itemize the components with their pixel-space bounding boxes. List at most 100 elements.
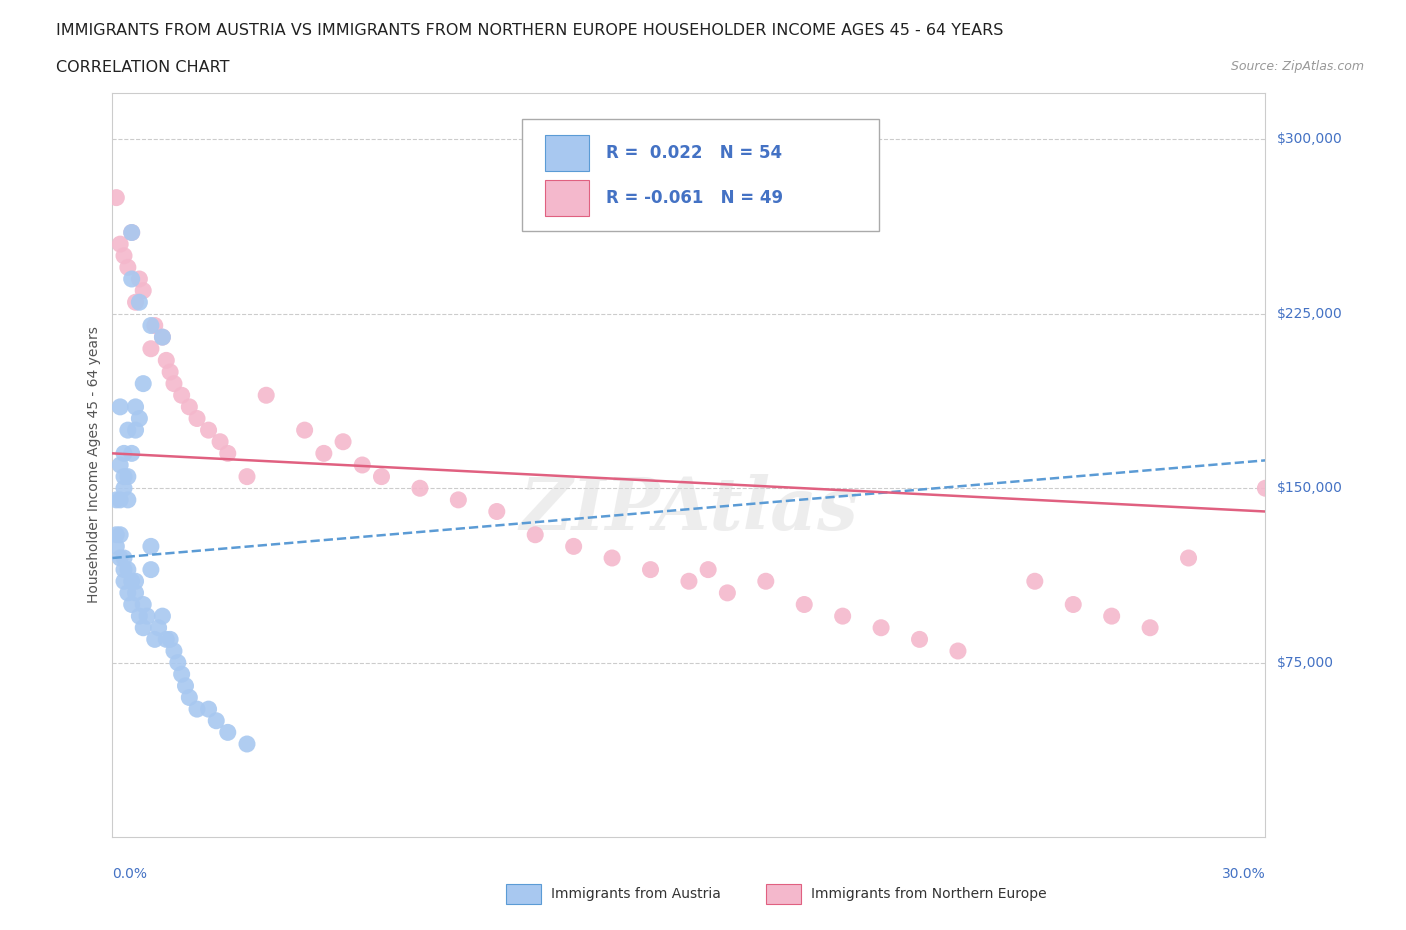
Point (163, 376, 186, 391)
Point (294, 422, 316, 438)
Point (136, 609, 159, 624)
Text: $225,000: $225,000 (1277, 307, 1343, 321)
Point (1101, 609, 1123, 624)
Text: Immigrants from Northern Europe: Immigrants from Northern Europe (811, 886, 1047, 901)
Point (105, 539, 128, 554)
Point (197, 422, 219, 438)
Point (105, 527, 128, 542)
Point (352, 458, 374, 472)
Point (793, 597, 815, 612)
Point (524, 527, 547, 542)
Bar (766, 884, 801, 904)
Point (1139, 620, 1161, 635)
Point (205, 713, 228, 728)
Point (179, 400, 201, 415)
Point (112, 469, 135, 484)
Point (678, 574, 700, 589)
Point (121, 225, 143, 240)
Point (697, 562, 720, 577)
Point (600, 551, 623, 565)
Text: ZIPAtlas: ZIPAtlas (520, 474, 858, 545)
Text: R = -0.061   N = 49: R = -0.061 N = 49 (606, 189, 783, 206)
Point (447, 493, 470, 508)
Point (121, 597, 143, 612)
Text: 0.0%: 0.0% (112, 867, 148, 881)
Point (1177, 551, 1199, 565)
Text: $75,000: $75,000 (1277, 656, 1333, 670)
Point (170, 667, 193, 682)
Point (124, 400, 146, 415)
Text: $150,000: $150,000 (1277, 481, 1343, 496)
Point (716, 586, 738, 601)
Point (755, 574, 778, 589)
FancyBboxPatch shape (522, 119, 879, 231)
Point (908, 632, 931, 647)
Point (831, 609, 853, 624)
Point (312, 445, 335, 460)
Point (108, 236, 131, 251)
Point (112, 481, 135, 496)
Point (105, 493, 128, 508)
Point (143, 318, 166, 333)
Point (217, 445, 239, 460)
Point (132, 376, 155, 391)
Point (108, 493, 131, 508)
Point (108, 527, 131, 542)
Point (108, 458, 131, 472)
Point (159, 365, 181, 379)
Point (108, 551, 131, 565)
Point (152, 329, 174, 344)
Point (128, 272, 150, 286)
Point (170, 388, 193, 403)
Point (105, 190, 128, 205)
Point (117, 562, 139, 577)
Point (121, 574, 143, 589)
Point (117, 259, 139, 275)
Text: IMMIGRANTS FROM AUSTRIA VS IMMIGRANTS FROM NORTHERN EUROPE HOUSEHOLDER INCOME AG: IMMIGRANTS FROM AUSTRIA VS IMMIGRANTS FR… (56, 23, 1004, 38)
Point (236, 737, 259, 751)
Point (155, 632, 177, 647)
Point (870, 620, 893, 635)
Point (112, 562, 135, 577)
Point (121, 225, 143, 240)
Point (117, 586, 139, 601)
Bar (506, 884, 541, 904)
Point (186, 411, 208, 426)
Point (128, 609, 150, 624)
Point (139, 341, 162, 356)
Point (159, 632, 181, 647)
Point (124, 586, 146, 601)
Point (143, 632, 166, 647)
Point (128, 295, 150, 310)
Point (166, 655, 188, 670)
Text: Source: ZipAtlas.com: Source: ZipAtlas.com (1230, 60, 1364, 73)
Point (124, 574, 146, 589)
Point (117, 422, 139, 438)
Point (254, 388, 277, 403)
Point (1062, 597, 1084, 612)
Point (332, 434, 354, 449)
Point (121, 272, 143, 286)
Point (186, 701, 208, 716)
Point (117, 469, 139, 484)
Point (640, 562, 662, 577)
Point (370, 469, 392, 484)
Bar (544, 180, 589, 216)
Point (485, 504, 508, 519)
Point (946, 644, 969, 658)
Bar (544, 136, 589, 171)
Point (139, 539, 162, 554)
Point (174, 679, 197, 694)
Point (152, 609, 174, 624)
Point (155, 352, 177, 367)
Point (124, 295, 146, 310)
Point (132, 620, 155, 635)
Point (409, 481, 432, 496)
Point (1024, 574, 1046, 589)
Text: Immigrants from Austria: Immigrants from Austria (551, 886, 721, 901)
Point (112, 445, 135, 460)
Point (112, 551, 135, 565)
Point (112, 574, 135, 589)
Point (132, 597, 155, 612)
Point (124, 422, 146, 438)
